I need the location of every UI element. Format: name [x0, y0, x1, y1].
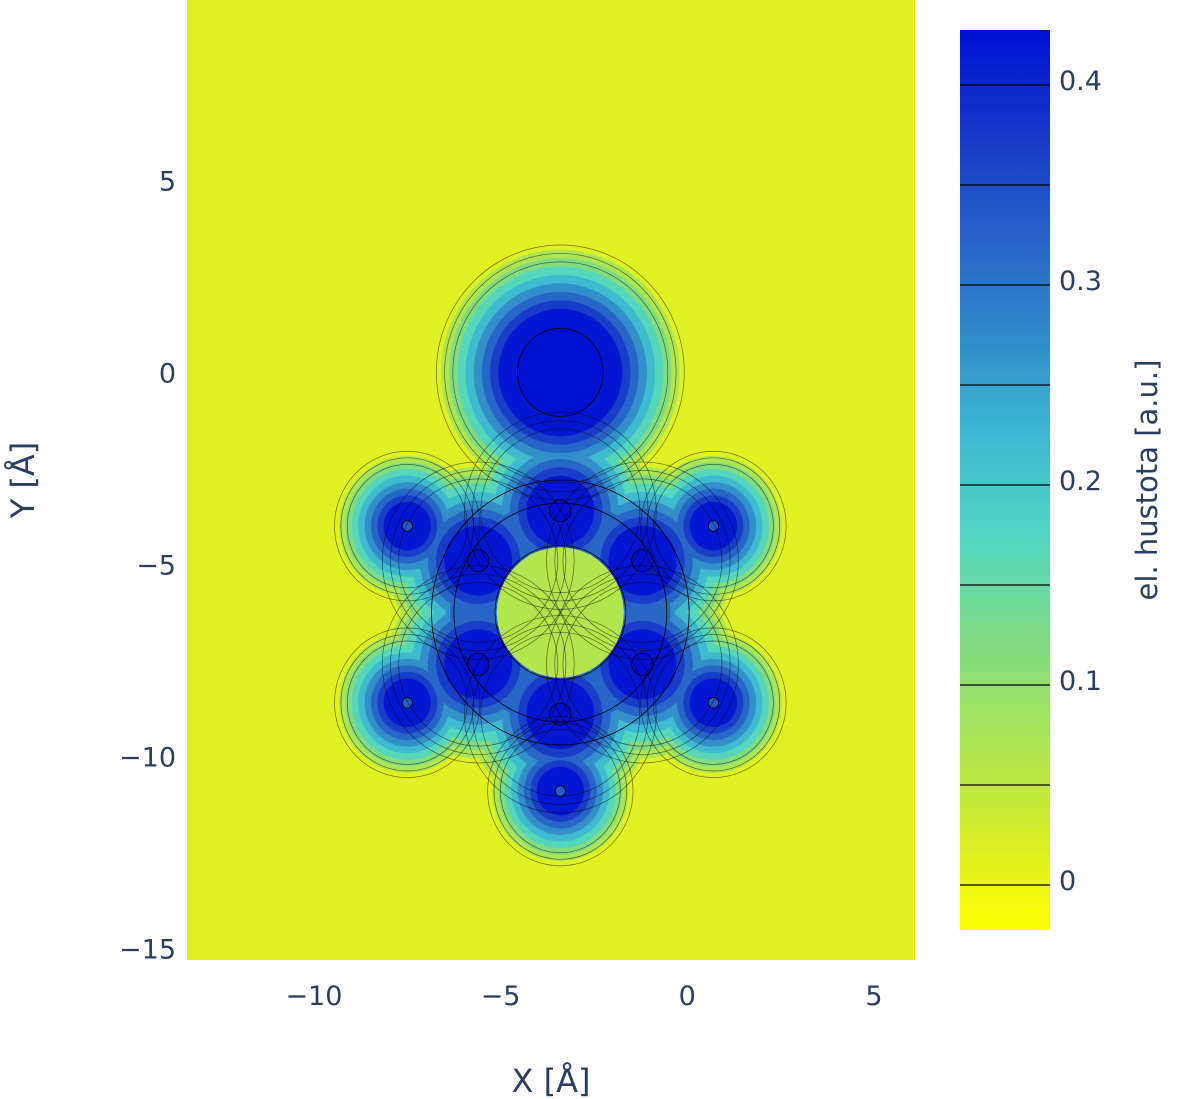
contour-line [472, 420, 649, 602]
x-axis-title: X [Å] [512, 1062, 591, 1099]
contour-line [480, 632, 641, 797]
contour-line [546, 565, 739, 764]
contour-line [480, 428, 641, 593]
contour-line [436, 244, 685, 501]
colorbar-tick-label: 0.4 [1059, 66, 1102, 97]
contour-lines [334, 244, 787, 867]
contour-line [554, 573, 731, 755]
x-tick-label: −5 [481, 981, 521, 1012]
colorbar-tick-label: 0.3 [1059, 266, 1102, 297]
contour-line [500, 728, 621, 854]
atom-core [554, 785, 566, 797]
atom-core [707, 697, 719, 709]
y-tick-label: 5 [159, 166, 176, 197]
ring-contour-line [431, 479, 690, 746]
contour-line [464, 615, 657, 814]
contour-line [452, 261, 669, 484]
contour-line [398, 582, 559, 747]
x-tick-label: 0 [679, 981, 696, 1012]
contour-line [346, 640, 468, 765]
contour-line [464, 411, 657, 610]
y-tick-label: −15 [119, 934, 176, 965]
contour-line [444, 253, 677, 492]
contour-line [646, 457, 781, 595]
density-field [339, 249, 782, 862]
ring-hole [496, 547, 624, 678]
contour-line [562, 582, 723, 747]
colorbar-gradient [960, 30, 1050, 930]
contour-line [554, 470, 731, 652]
colorbar: 0 0.1 0.2 0.3 0.4 el. hustota [a.u.] [960, 30, 1164, 930]
colorbar-tick-label: 0.2 [1059, 466, 1102, 497]
contour-line [381, 565, 575, 764]
contour-line [334, 450, 481, 602]
atom-core [707, 520, 719, 532]
ring-contour-line [494, 544, 627, 681]
contour-line [640, 450, 787, 602]
contour-line [346, 464, 468, 589]
x-tick-label: 5 [865, 981, 882, 1012]
contour-line [340, 457, 474, 595]
colorbar-tick-label: 0 [1059, 866, 1076, 897]
contour-line [398, 478, 559, 643]
atom-core [401, 697, 413, 709]
contour-line [487, 715, 634, 867]
contour-line [493, 722, 628, 860]
contour-line [390, 573, 567, 755]
colorbar-level-lines [960, 84, 1050, 886]
y-tick-label: −5 [136, 550, 176, 581]
contour-line [546, 461, 739, 660]
ring-contour-line [453, 502, 668, 723]
contour-line [381, 461, 575, 660]
contour-line [562, 478, 723, 643]
y-tick-label: −10 [119, 742, 176, 773]
y-axis-ticks: 5 0 −5 −10 −15 [119, 166, 176, 965]
y-axis-title: Y [Å] [4, 442, 42, 520]
contour-line [646, 634, 781, 772]
contour-line [653, 464, 774, 589]
x-tick-label: −10 [285, 981, 342, 1012]
contour-line [653, 640, 774, 765]
x-axis-ticks: −10 −5 0 5 [285, 981, 882, 1012]
plot-area [187, 0, 915, 960]
colorbar-ticks: 0 0.1 0.2 0.3 0.4 [1059, 66, 1102, 897]
atom-core [401, 520, 413, 532]
colorbar-tick-label: 0.1 [1059, 666, 1102, 697]
colorbar-title: el. hustota [a.u.] [1130, 360, 1164, 601]
contour-line [390, 470, 567, 652]
contour-line [340, 634, 474, 772]
atom-core [516, 327, 604, 418]
y-tick-label: 0 [159, 358, 176, 389]
